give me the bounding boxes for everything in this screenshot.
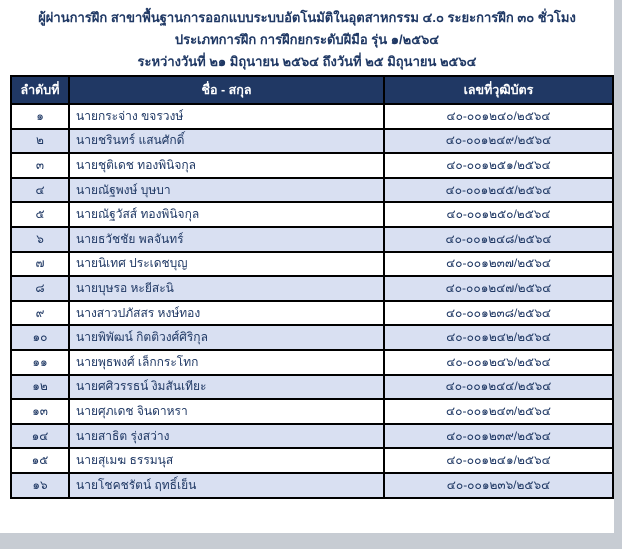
certificate-no-cell: ๔๐-๐๐๑๒๓๙/๒๕๖๔ xyxy=(383,422,614,450)
trainee-name-cell: นายศศิวรรธน์ งิมสันเทียะ xyxy=(68,373,385,401)
row-number-cell: ๑๒ xyxy=(10,373,70,401)
table-row: ๔นายณัฐพงษ์ บุษบา ๔๐-๐๐๑๒๔๕/๒๕๖๔ xyxy=(10,176,614,204)
document-page: ผู้ผ่านการฝึก สาขาพื้นฐานการออกแบบระบบอั… xyxy=(0,0,614,533)
title-line-course: ผู้ผ่านการฝึก สาขาพื้นฐานการออกแบบระบบอั… xyxy=(38,10,576,25)
trainee-name-cell: นายชรินทร์ แสนศักดิ์ xyxy=(68,127,385,155)
trainee-name-cell: นายณัฐวัสส์ ทองพินิจกุล xyxy=(68,201,385,228)
title-line-dates: ระหว่างวันที่ ๒๑ มิถุนายน ๒๕๖๔ ถึงวันที่… xyxy=(137,54,477,69)
certificate-no-cell: ๔๐-๐๐๑๒๔๙/๒๕๖๔ xyxy=(383,127,614,155)
table-row: ๑๑ นายพุธพงศ์ เล็กกระโทก ๔๐-๐๐๑๒๔๖/๒๕๖๔ xyxy=(10,348,614,376)
trainee-name-cell: นายพิพัฒน์ กิตติวงศ์ศิริกุล xyxy=(68,324,385,351)
certificate-no-cell: ๔๐-๐๐๑๒๓๗/๒๕๖๔ xyxy=(383,250,614,278)
row-number-cell: ๔ xyxy=(10,176,70,204)
trainee-name-cell: นายสาธิต รุ่งสว่าง xyxy=(68,422,385,450)
row-number-cell: ๑ xyxy=(10,103,70,130)
trainee-name-cell: นายพุธพงศ์ เล็กกระโทก xyxy=(68,348,385,376)
row-number-cell: ๑๓ xyxy=(10,398,70,425)
table-row: ๓นายชุติเดช ทองพินิจกุล ๔๐-๐๐๑๒๕๑/๒๕๖๔ xyxy=(10,152,614,179)
table-header-row: ลำดับที่ ชื่อ - สกุล เลขที่วุฒิบัตร xyxy=(10,75,614,105)
certificate-no-cell: ๔๐-๐๐๑๒๔๑/๒๕๖๔ xyxy=(383,447,614,474)
certificate-no-cell: ๔๐-๐๐๑๒๔๓/๒๕๖๔ xyxy=(383,398,614,425)
row-number-cell: ๖ xyxy=(10,225,70,253)
trainee-name-cell: นายธวัชชัย พลจันทร์ xyxy=(68,225,385,253)
trainee-name-cell: นายบุษรอ หะยีสะนิ xyxy=(68,275,385,302)
row-number-cell: ๑๑ xyxy=(10,348,70,376)
row-number-cell: ๑๖ xyxy=(10,471,70,499)
column-header-index: ลำดับที่ xyxy=(10,75,70,105)
title-line-type: ประเภทการฝึก การฝึกยกระดับฝีมือ รุ่น ๑/๒… xyxy=(174,32,440,47)
column-header-name: ชื่อ - สกุล xyxy=(68,75,385,105)
row-number-cell: ๒ xyxy=(10,127,70,155)
row-number-cell: ๑๔ xyxy=(10,422,70,450)
certificate-no-cell: ๔๐-๐๐๑๒๓๘/๒๕๖๔ xyxy=(383,299,614,327)
trainee-name-cell: นายณัฐพงษ์ บุษบา xyxy=(68,176,385,204)
trainee-name-cell: นายสุเมฆ ธรรมนุส xyxy=(68,447,385,474)
trainee-name-cell: นายโชคชรัตน์ ฤทธิ์เย็น xyxy=(68,471,385,499)
certificate-no-cell: ๔๐-๐๐๑๒๔๕/๒๕๖๔ xyxy=(383,176,614,204)
table-row: ๘นายบุษรอ หะยีสะนิ ๔๐-๐๐๑๒๔๗/๒๕๖๔ xyxy=(10,275,614,302)
certificate-no-cell: ๔๐-๐๐๑๒๔๒/๒๕๖๔ xyxy=(383,324,614,351)
row-number-cell: ๑๕ xyxy=(10,447,70,474)
table-row: ๑นายกระจ่าง ขจรวงษ์ ๔๐-๐๐๑๒๔๐/๒๕๖๔ xyxy=(10,103,614,130)
table-row: ๕นายณัฐวัสส์ ทองพินิจกุล ๔๐-๐๐๑๒๕๐/๒๕๖๔ xyxy=(10,201,614,228)
table-row: ๑๐ นายพิพัฒน์ กิตติวงศ์ศิริกุล ๔๐-๐๐๑๒๔๒/๒… xyxy=(10,324,614,351)
certificate-no-cell: ๔๐-๐๐๑๒๓๖/๒๕๖๔ xyxy=(383,471,614,499)
table-row: ๗นายนิเทศ ประเดชบุญ ๔๐-๐๐๑๒๓๗/๒๕๖๔ xyxy=(10,250,614,278)
column-header-certificate-no: เลขที่วุฒิบัตร xyxy=(383,75,614,105)
certificate-table: ลำดับที่ ชื่อ - สกุล เลขที่วุฒิบัตร ๑นาย… xyxy=(10,75,614,499)
table-row: ๑๕ นายสุเมฆ ธรรมนุส ๔๐-๐๐๑๒๔๑/๒๕๖๔ xyxy=(10,447,614,474)
table-row: ๑๖ นายโชคชรัตน์ ฤทธิ์เย็น ๔๐-๐๐๑๒๓๖/๒๕๖๔ xyxy=(10,471,614,499)
table-row: ๑๓ นายศุภเดช จินดาหรา ๔๐-๐๐๑๒๔๓/๒๕๖๔ xyxy=(10,398,614,425)
certificate-no-cell: ๔๐-๐๐๑๒๔๐/๒๕๖๔ xyxy=(383,103,614,130)
table-row: ๑๒ นายศศิวรรธน์ งิมสันเทียะ ๔๐-๐๐๑๒๔๔/๒๕๖๔ xyxy=(10,373,614,401)
row-number-cell: ๓ xyxy=(10,152,70,179)
row-number-cell: ๑๐ xyxy=(10,324,70,351)
trainee-name-cell: นายศุภเดช จินดาหรา xyxy=(68,398,385,425)
certificate-no-cell: ๔๐-๐๐๑๒๔๘/๒๕๖๔ xyxy=(383,225,614,253)
document-title-block: ผู้ผ่านการฝึก สาขาพื้นฐานการออกแบบระบบอั… xyxy=(0,0,614,73)
trainee-name-cell: นายนิเทศ ประเดชบุญ xyxy=(68,250,385,278)
table-row: ๙นางสาวปภัสสร หงษ์ทอง ๔๐-๐๐๑๒๓๘/๒๕๖๔ xyxy=(10,299,614,327)
certificate-no-cell: ๔๐-๐๐๑๒๔๗/๒๕๖๔ xyxy=(383,275,614,302)
certificate-no-cell: ๔๐-๐๐๑๒๔๖/๒๕๖๔ xyxy=(383,348,614,376)
row-number-cell: ๗ xyxy=(10,250,70,278)
trainee-name-cell: นางสาวปภัสสร หงษ์ทอง xyxy=(68,299,385,327)
trainee-name-cell: นายชุติเดช ทองพินิจกุล xyxy=(68,152,385,179)
table-row: ๖นายธวัชชัย พลจันทร์ ๔๐-๐๐๑๒๔๘/๒๕๖๔ xyxy=(10,225,614,253)
certificate-no-cell: ๔๐-๐๐๑๒๔๔/๒๕๖๔ xyxy=(383,373,614,401)
table-row: ๒นายชรินทร์ แสนศักดิ์ ๔๐-๐๐๑๒๔๙/๒๕๖๔ xyxy=(10,127,614,155)
row-number-cell: ๘ xyxy=(10,275,70,302)
trainee-name-cell: นายกระจ่าง ขจรวงษ์ xyxy=(68,103,385,130)
certificate-no-cell: ๔๐-๐๐๑๒๕๑/๒๕๖๔ xyxy=(383,152,614,179)
row-number-cell: ๕ xyxy=(10,201,70,228)
row-number-cell: ๙ xyxy=(10,299,70,327)
certificate-no-cell: ๔๐-๐๐๑๒๕๐/๒๕๖๔ xyxy=(383,201,614,228)
table-row: ๑๔ นายสาธิต รุ่งสว่าง ๔๐-๐๐๑๒๓๙/๒๕๖๔ xyxy=(10,422,614,450)
